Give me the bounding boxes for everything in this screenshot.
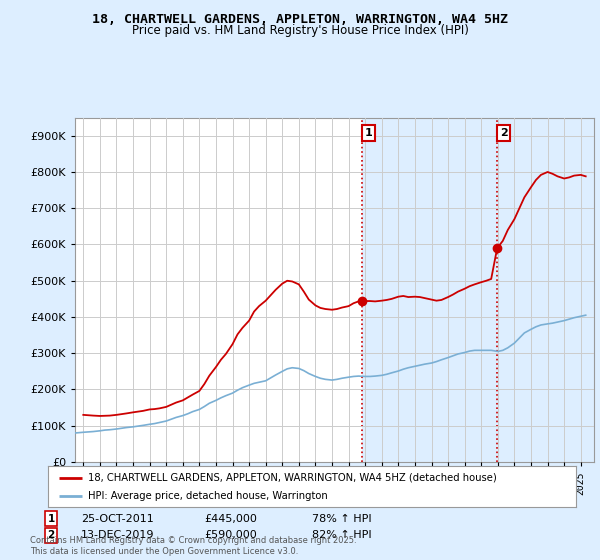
Text: £445,000: £445,000 — [204, 514, 257, 524]
Text: 13-DEC-2019: 13-DEC-2019 — [81, 530, 155, 540]
Text: HPI: Average price, detached house, Warrington: HPI: Average price, detached house, Warr… — [88, 491, 328, 501]
Text: 18, CHARTWELL GARDENS, APPLETON, WARRINGTON, WA4 5HZ: 18, CHARTWELL GARDENS, APPLETON, WARRING… — [92, 13, 508, 26]
Text: 2: 2 — [47, 530, 55, 540]
Text: Contains HM Land Registry data © Crown copyright and database right 2025.
This d: Contains HM Land Registry data © Crown c… — [30, 536, 356, 556]
Text: 2: 2 — [500, 128, 508, 138]
Text: 1: 1 — [47, 514, 55, 524]
Text: 18, CHARTWELL GARDENS, APPLETON, WARRINGTON, WA4 5HZ (detached house): 18, CHARTWELL GARDENS, APPLETON, WARRING… — [88, 473, 496, 483]
Text: 1: 1 — [365, 128, 373, 138]
Text: 78% ↑ HPI: 78% ↑ HPI — [312, 514, 371, 524]
Text: Price paid vs. HM Land Registry's House Price Index (HPI): Price paid vs. HM Land Registry's House … — [131, 24, 469, 38]
Text: 25-OCT-2011: 25-OCT-2011 — [81, 514, 154, 524]
Bar — [497, 118, 594, 462]
Text: 82% ↑ HPI: 82% ↑ HPI — [312, 530, 371, 540]
Text: £590,000: £590,000 — [204, 530, 257, 540]
Bar — [362, 118, 497, 462]
